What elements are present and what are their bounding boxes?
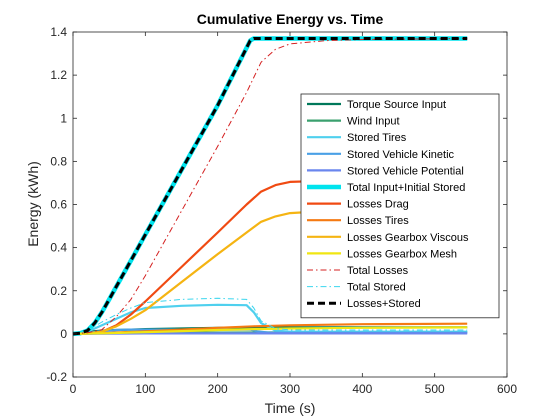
legend-label-9: Losses Gearbox Mesh — [347, 248, 457, 260]
x-tick-label: 0 — [70, 382, 77, 396]
x-axis-label: Time (s) — [265, 400, 316, 416]
y-tick-label: 1 — [60, 111, 67, 125]
series-line-2 — [72, 303, 468, 335]
series-line-10 — [72, 38, 468, 335]
x-tick-label: 300 — [280, 382, 300, 396]
y-tick-label: 0.6 — [50, 198, 67, 212]
x-tick-label: 200 — [208, 382, 228, 396]
legend-label-8: Losses Gearbox Viscous — [347, 232, 469, 244]
legend-label-10: Total Losses — [347, 265, 409, 277]
chart-title: Cumulative Energy vs. Time — [197, 11, 384, 27]
x-tick-label: 400 — [352, 382, 372, 396]
legend-label-6: Losses Drag — [347, 199, 409, 211]
legend-label-2: Stored Tires — [347, 132, 407, 144]
legend-label-3: Stored Vehicle Kinetic — [347, 149, 455, 161]
legend-label-12: Losses+Stored — [347, 298, 421, 310]
legend-box — [300, 93, 500, 319]
y-tick-label: 0 — [60, 327, 67, 341]
series-line-11 — [72, 297, 468, 335]
y-axis-label: Energy (kWh) — [25, 161, 41, 247]
y-tick-label: 0.2 — [50, 284, 67, 298]
legend-label-0: Torque Source Input — [347, 99, 446, 111]
x-tick-label: 500 — [425, 382, 445, 396]
legend-label-7: Losses Tires — [347, 215, 409, 227]
series-line-12 — [72, 37, 468, 336]
legend-label-1: Wind Input — [347, 116, 400, 128]
series-line-9 — [72, 326, 468, 335]
legend-label-4: Stored Vehicle Potential — [347, 165, 464, 177]
legend-label-11: Total Stored — [347, 282, 406, 294]
x-tick-label: 600 — [497, 382, 517, 396]
y-tick-label: 0.4 — [50, 241, 67, 255]
legend: Torque Source Input Wind Input Stored Tire… — [300, 93, 500, 319]
x-tick-label: 100 — [135, 382, 155, 396]
y-tick-label: 0.8 — [50, 154, 67, 168]
y-tick-label: -0.2 — [46, 370, 67, 384]
legend-label-5: Total Input+Initial Stored — [347, 182, 465, 194]
axis-ticks: 0 100 200 300 400 500 600-0.200.20.40.60.811.2… — [46, 25, 517, 396]
y-tick-label: 1.2 — [50, 68, 67, 82]
y-tick-label: 1.4 — [50, 25, 67, 39]
